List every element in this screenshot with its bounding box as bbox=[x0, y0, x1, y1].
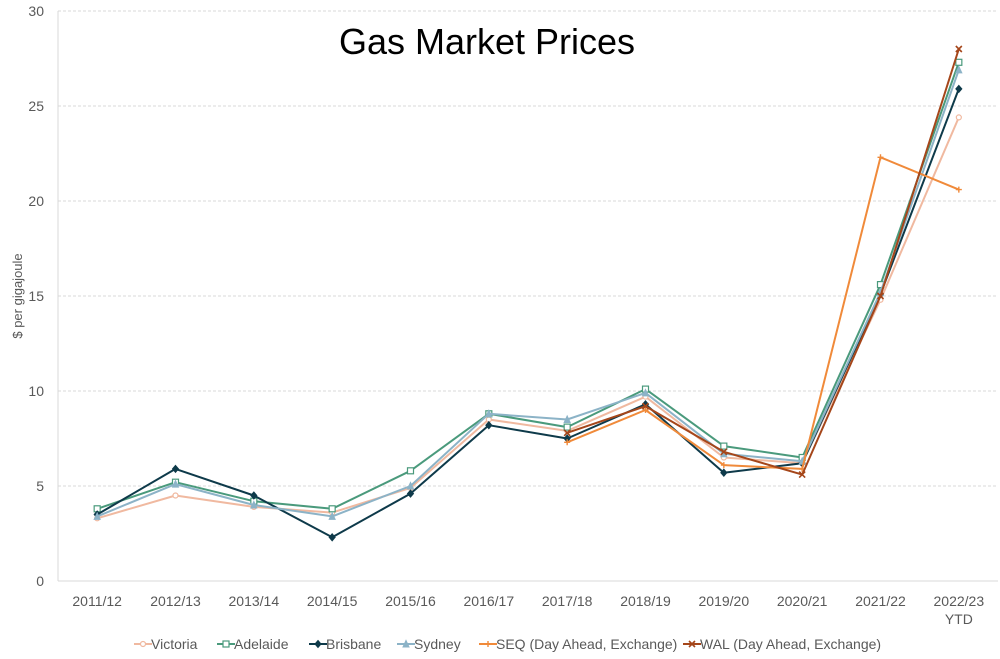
data-point bbox=[171, 479, 180, 488]
data-point bbox=[563, 423, 571, 431]
x-tick-label: 2014/15 bbox=[307, 593, 358, 609]
legend-label: WAL (Day Ahead, Exchange) bbox=[700, 636, 881, 652]
y-tick-label: 25 bbox=[28, 98, 44, 114]
data-point bbox=[93, 511, 101, 520]
data-point bbox=[328, 505, 336, 513]
data-point bbox=[222, 640, 230, 648]
x-tick-label: 2013/14 bbox=[229, 593, 280, 609]
data-point bbox=[328, 533, 336, 542]
data-point bbox=[171, 464, 180, 474]
series-line bbox=[96, 61, 960, 510]
series-line bbox=[96, 69, 960, 518]
data-point bbox=[720, 468, 728, 477]
x-tick-label: 2012/13 bbox=[150, 593, 201, 609]
data-point bbox=[563, 414, 571, 423]
data-point bbox=[641, 402, 650, 410]
series-lines bbox=[93, 45, 963, 542]
legend: Victoria Adelaide Brisbane Sydney SEQ (Day A… bbox=[134, 636, 881, 652]
data-point bbox=[955, 114, 962, 121]
series-group bbox=[93, 65, 963, 520]
data-point bbox=[876, 292, 885, 300]
data-point bbox=[955, 65, 963, 74]
legend-item: WAL (Day Ahead, Exchange) bbox=[683, 636, 881, 652]
data-point bbox=[955, 186, 962, 193]
y-tick-label: 15 bbox=[28, 288, 44, 304]
x-tick-label: 2015/16 bbox=[385, 593, 436, 609]
data-point bbox=[250, 500, 258, 509]
legend-item: Victoria bbox=[134, 636, 198, 652]
legend-label: Sydney bbox=[414, 636, 461, 652]
data-point bbox=[955, 84, 963, 94]
data-point bbox=[955, 58, 963, 66]
x-tick-label: 2019/20 bbox=[699, 593, 750, 609]
legend-label: SEQ (Day Ahead, Exchange) bbox=[496, 636, 677, 652]
data-point bbox=[642, 407, 649, 413]
y-axis: 0 5 10 15 20 25 30 bbox=[28, 3, 59, 589]
legend-item: Brisbane bbox=[309, 636, 381, 652]
legend-item: SEQ (Day Ahead, Exchange) bbox=[479, 636, 677, 652]
x-tick-label: 2022/23 YTD bbox=[934, 593, 985, 627]
data-point bbox=[485, 420, 493, 430]
x-tick-label: 2021/22 bbox=[855, 593, 906, 609]
data-point bbox=[485, 641, 491, 647]
y-tick-label: 10 bbox=[28, 383, 44, 399]
data-point bbox=[314, 639, 322, 649]
series-group bbox=[93, 84, 963, 542]
y-tick-label: 30 bbox=[28, 3, 44, 19]
series-group bbox=[93, 58, 963, 513]
data-point bbox=[406, 467, 415, 475]
data-point bbox=[172, 492, 179, 499]
legend-item: Adelaide bbox=[217, 636, 289, 652]
data-point bbox=[406, 489, 415, 498]
x-tick-label: 2020/21 bbox=[777, 593, 828, 609]
data-point bbox=[406, 481, 415, 490]
data-point bbox=[955, 45, 963, 53]
data-point bbox=[139, 640, 147, 648]
series-line bbox=[96, 88, 960, 539]
legend-label: Adelaide bbox=[234, 636, 289, 652]
gridlines bbox=[58, 10, 998, 582]
x-tick-label: 2018/19 bbox=[620, 593, 671, 609]
data-point bbox=[563, 429, 571, 437]
chart-title: Gas Market Prices bbox=[339, 21, 635, 62]
data-point bbox=[328, 511, 336, 520]
data-point bbox=[250, 491, 258, 500]
y-tick-label: 20 bbox=[28, 193, 44, 209]
legend-item: Sydney bbox=[397, 636, 461, 652]
data-point bbox=[798, 471, 806, 479]
data-point bbox=[877, 154, 884, 161]
data-point bbox=[485, 409, 493, 418]
data-point bbox=[720, 462, 727, 469]
x-tick-label: 2011/12 bbox=[72, 593, 122, 609]
x-tick-label: 2016/17 bbox=[464, 593, 515, 609]
x-axis: 2011/12 2012/13 2013/14 2014/15 2015/16 2016/… bbox=[72, 593, 984, 627]
series-group bbox=[564, 154, 962, 472]
x-tick-label: 2017/18 bbox=[542, 593, 593, 609]
legend-label: Brisbane bbox=[326, 636, 381, 652]
data-point bbox=[641, 388, 650, 397]
series-group bbox=[94, 114, 962, 522]
legend-label: Victoria bbox=[151, 636, 198, 652]
series-line bbox=[96, 117, 960, 520]
data-point bbox=[402, 639, 410, 648]
data-point bbox=[688, 640, 696, 648]
y-tick-label: 0 bbox=[36, 573, 44, 589]
data-point bbox=[720, 448, 728, 456]
y-tick-label: 5 bbox=[36, 478, 44, 494]
data-point bbox=[720, 442, 728, 450]
series-group bbox=[563, 45, 963, 479]
y-axis-title: $ per gigajoule bbox=[10, 253, 25, 338]
series-line bbox=[566, 48, 960, 476]
data-point bbox=[564, 439, 571, 446]
series-line bbox=[566, 156, 960, 470]
